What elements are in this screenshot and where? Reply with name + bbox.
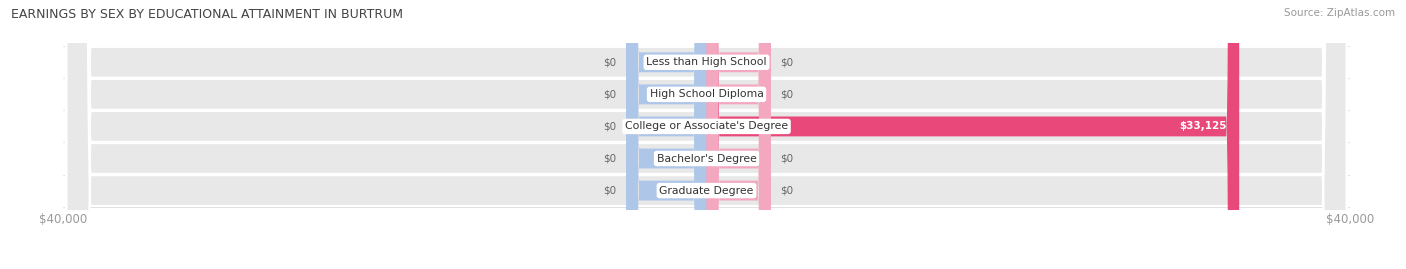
FancyBboxPatch shape [707, 0, 770, 269]
Text: Bachelor's Degree: Bachelor's Degree [657, 154, 756, 164]
FancyBboxPatch shape [626, 0, 707, 269]
Text: $0: $0 [603, 121, 616, 132]
Text: $0: $0 [603, 186, 616, 196]
FancyBboxPatch shape [707, 0, 770, 269]
Text: $33,125: $33,125 [1178, 121, 1226, 132]
FancyBboxPatch shape [707, 0, 770, 269]
Text: $0: $0 [780, 89, 793, 99]
FancyBboxPatch shape [626, 0, 707, 269]
FancyBboxPatch shape [626, 0, 707, 269]
FancyBboxPatch shape [66, 0, 1347, 269]
Text: EARNINGS BY SEX BY EDUCATIONAL ATTAINMENT IN BURTRUM: EARNINGS BY SEX BY EDUCATIONAL ATTAINMEN… [11, 8, 404, 21]
FancyBboxPatch shape [66, 0, 1347, 269]
Text: Less than High School: Less than High School [647, 57, 766, 67]
Text: Graduate Degree: Graduate Degree [659, 186, 754, 196]
Text: College or Associate's Degree: College or Associate's Degree [624, 121, 789, 132]
Text: Source: ZipAtlas.com: Source: ZipAtlas.com [1284, 8, 1395, 18]
FancyBboxPatch shape [66, 0, 1347, 269]
Text: $0: $0 [780, 186, 793, 196]
Text: $0: $0 [780, 154, 793, 164]
FancyBboxPatch shape [707, 0, 1239, 269]
FancyBboxPatch shape [707, 0, 770, 269]
FancyBboxPatch shape [626, 0, 707, 269]
FancyBboxPatch shape [66, 0, 1347, 269]
Text: $0: $0 [780, 57, 793, 67]
Text: $0: $0 [603, 57, 616, 67]
Text: High School Diploma: High School Diploma [650, 89, 763, 99]
Text: $0: $0 [603, 154, 616, 164]
FancyBboxPatch shape [66, 0, 1347, 269]
Text: $0: $0 [603, 89, 616, 99]
FancyBboxPatch shape [626, 0, 707, 269]
